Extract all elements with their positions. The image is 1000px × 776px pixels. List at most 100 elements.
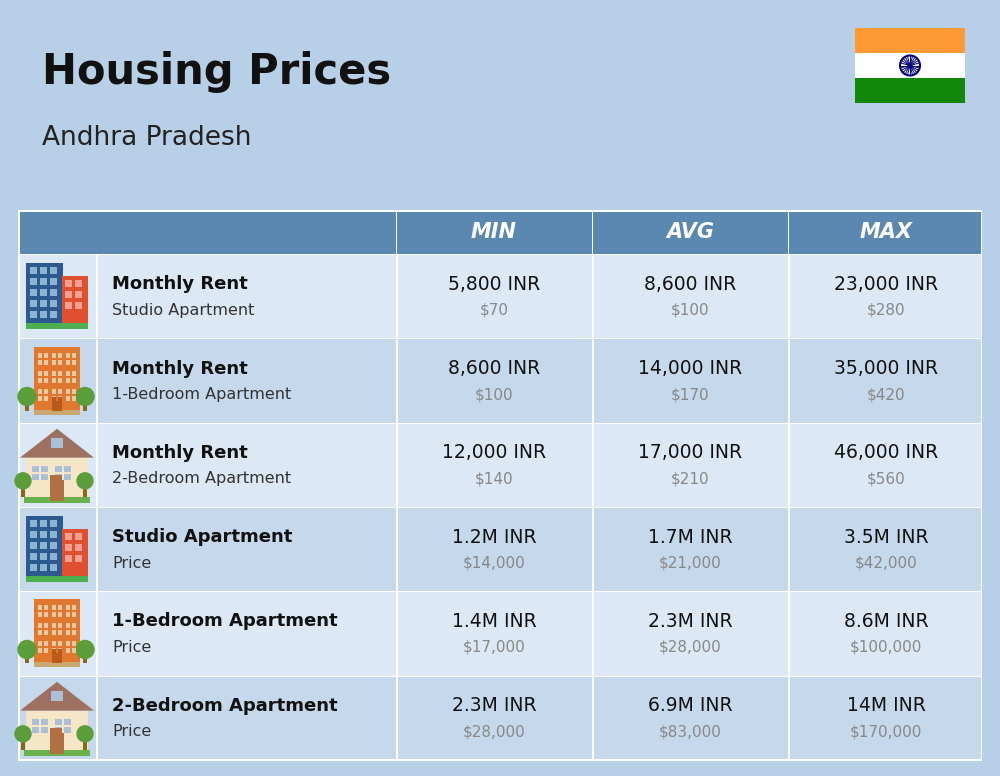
Bar xyxy=(42,370,44,383)
Bar xyxy=(38,358,48,359)
Bar xyxy=(788,338,790,423)
Bar xyxy=(25,400,29,411)
Bar xyxy=(52,376,62,377)
Bar xyxy=(52,393,62,396)
Bar xyxy=(75,555,82,562)
Bar xyxy=(40,542,47,549)
Circle shape xyxy=(15,726,31,742)
Bar xyxy=(50,531,57,539)
Bar xyxy=(18,423,982,424)
Bar xyxy=(855,78,965,103)
Bar xyxy=(18,338,982,339)
Bar xyxy=(788,254,790,338)
Bar xyxy=(592,338,594,423)
Bar xyxy=(66,646,76,649)
Bar xyxy=(65,302,72,309)
Bar xyxy=(42,352,44,365)
Bar xyxy=(855,53,965,78)
Text: $14,000: $14,000 xyxy=(463,556,525,570)
Bar xyxy=(52,611,62,612)
Bar xyxy=(32,472,48,473)
Bar xyxy=(55,472,71,473)
Bar xyxy=(396,338,398,423)
Bar xyxy=(39,719,41,733)
Bar xyxy=(38,605,48,618)
Bar xyxy=(66,611,76,612)
Bar xyxy=(18,507,982,591)
Bar xyxy=(96,507,98,591)
Bar xyxy=(56,605,58,618)
Text: 14M INR: 14M INR xyxy=(847,696,925,715)
Text: Price: Price xyxy=(112,556,151,570)
Text: Housing Prices: Housing Prices xyxy=(42,51,391,93)
Text: 23,000 INR: 23,000 INR xyxy=(834,275,938,293)
Bar xyxy=(30,300,37,307)
Bar xyxy=(30,542,37,549)
Bar xyxy=(66,623,76,636)
Bar xyxy=(40,531,47,539)
Bar xyxy=(40,311,47,318)
Bar xyxy=(96,591,98,676)
Bar xyxy=(52,605,62,618)
Text: 8,600 INR: 8,600 INR xyxy=(448,359,540,378)
Text: $70: $70 xyxy=(480,303,509,317)
Bar xyxy=(52,629,62,630)
Bar xyxy=(66,642,76,653)
Text: $21,000: $21,000 xyxy=(659,556,721,570)
Text: 46,000 INR: 46,000 INR xyxy=(834,443,938,462)
Bar xyxy=(18,254,982,338)
Text: $140: $140 xyxy=(475,471,513,487)
Text: Studio Apartment: Studio Apartment xyxy=(112,528,292,546)
Text: 2-Bedroom Apartment: 2-Bedroom Apartment xyxy=(112,471,291,487)
Bar xyxy=(75,302,82,309)
Bar xyxy=(50,553,57,560)
Text: 8.6M INR: 8.6M INR xyxy=(844,612,928,631)
Bar xyxy=(52,389,62,400)
Text: 2-Bedroom Apartment: 2-Bedroom Apartment xyxy=(112,697,338,715)
Bar xyxy=(70,642,72,653)
Bar xyxy=(38,393,48,396)
Bar xyxy=(18,759,982,761)
Bar xyxy=(18,591,982,676)
Bar xyxy=(56,389,58,400)
Bar xyxy=(42,389,44,400)
Bar xyxy=(42,642,44,653)
Bar xyxy=(50,520,57,527)
Bar xyxy=(50,267,57,274)
Text: 2.3M INR: 2.3M INR xyxy=(452,696,536,715)
Bar xyxy=(52,397,62,411)
Circle shape xyxy=(77,473,93,489)
Text: 1.7M INR: 1.7M INR xyxy=(648,528,732,546)
Bar xyxy=(50,300,57,307)
Bar xyxy=(66,376,76,377)
Bar xyxy=(65,532,72,539)
Bar xyxy=(32,719,48,733)
Bar xyxy=(18,254,982,255)
Bar xyxy=(56,623,58,636)
Bar xyxy=(592,676,594,760)
Bar xyxy=(30,311,37,318)
Bar xyxy=(83,738,87,750)
Bar xyxy=(50,311,57,318)
Bar xyxy=(26,576,88,582)
Bar xyxy=(38,611,48,612)
Bar xyxy=(396,210,397,254)
Text: 14,000 INR: 14,000 INR xyxy=(638,359,742,378)
Bar xyxy=(66,393,76,396)
Bar xyxy=(62,719,64,733)
Bar xyxy=(66,605,76,618)
Text: 17,000 INR: 17,000 INR xyxy=(638,443,742,462)
Bar xyxy=(62,466,64,480)
Text: $170,000: $170,000 xyxy=(850,724,922,740)
Bar xyxy=(51,438,63,448)
Bar xyxy=(38,646,48,649)
Text: $42,000: $42,000 xyxy=(855,556,917,570)
Bar xyxy=(50,475,64,501)
Bar xyxy=(75,291,82,298)
Bar xyxy=(40,564,47,571)
Bar xyxy=(396,507,398,591)
Bar xyxy=(96,254,98,338)
Bar xyxy=(855,28,965,53)
Bar xyxy=(96,423,98,507)
Bar xyxy=(38,376,48,377)
